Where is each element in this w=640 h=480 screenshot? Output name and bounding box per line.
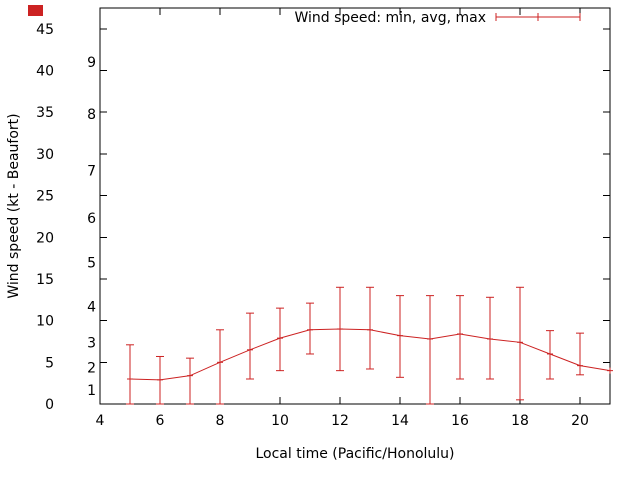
x-tick-label: 6 xyxy=(156,413,165,429)
y-tick-label: 5 xyxy=(45,355,54,371)
x-tick-label: 10 xyxy=(271,413,289,429)
y-tick-label: 0 xyxy=(45,397,54,413)
y-tick-label: 30 xyxy=(36,147,54,163)
beaufort-label: 4 xyxy=(87,299,96,315)
y-tick-label: 20 xyxy=(36,230,54,246)
y-tick-label: 25 xyxy=(36,189,54,205)
beaufort-label: 7 xyxy=(87,164,96,180)
beaufort-label: 8 xyxy=(87,107,96,123)
x-tick-label: 4 xyxy=(96,413,105,429)
avg-point-markers xyxy=(127,325,613,383)
beaufort-axis-labels: 1 2 3 4 5 6 7 8 9 xyxy=(87,55,96,399)
x-tick-label: 16 xyxy=(451,413,469,429)
cropped-red-artifact xyxy=(28,5,43,16)
beaufort-label: 9 xyxy=(87,55,96,71)
x-tick-label: 12 xyxy=(331,413,349,429)
beaufort-label: 5 xyxy=(87,255,96,271)
beaufort-label: 1 xyxy=(87,383,96,399)
legend: Wind speed: min, avg, max xyxy=(294,10,581,26)
plot-border xyxy=(99,7,611,405)
y-tick-label: 15 xyxy=(36,272,54,288)
y-axis-title: Wind speed (kt - Beaufort) xyxy=(6,113,22,298)
x-tick-label: 8 xyxy=(216,413,225,429)
x-tick-label: 14 xyxy=(391,413,409,429)
y-tick-label: 40 xyxy=(36,64,54,80)
x-tick-label: 18 xyxy=(511,413,529,429)
beaufort-label: 3 xyxy=(87,335,96,351)
y-tick-label: 45 xyxy=(36,22,54,38)
x-tick-label: 20 xyxy=(571,413,589,429)
y-tick-label: 10 xyxy=(36,314,54,330)
x-axis: 4 6 8 10 12 14 16 18 20 xyxy=(96,8,589,429)
x-axis-title: Local time (Pacific/Honolulu) xyxy=(255,446,454,462)
beaufort-label: 2 xyxy=(87,360,96,376)
legend-label: Wind speed: min, avg, max xyxy=(294,10,486,26)
y-tick-label: 35 xyxy=(36,105,54,121)
beaufort-label: 6 xyxy=(87,211,96,227)
